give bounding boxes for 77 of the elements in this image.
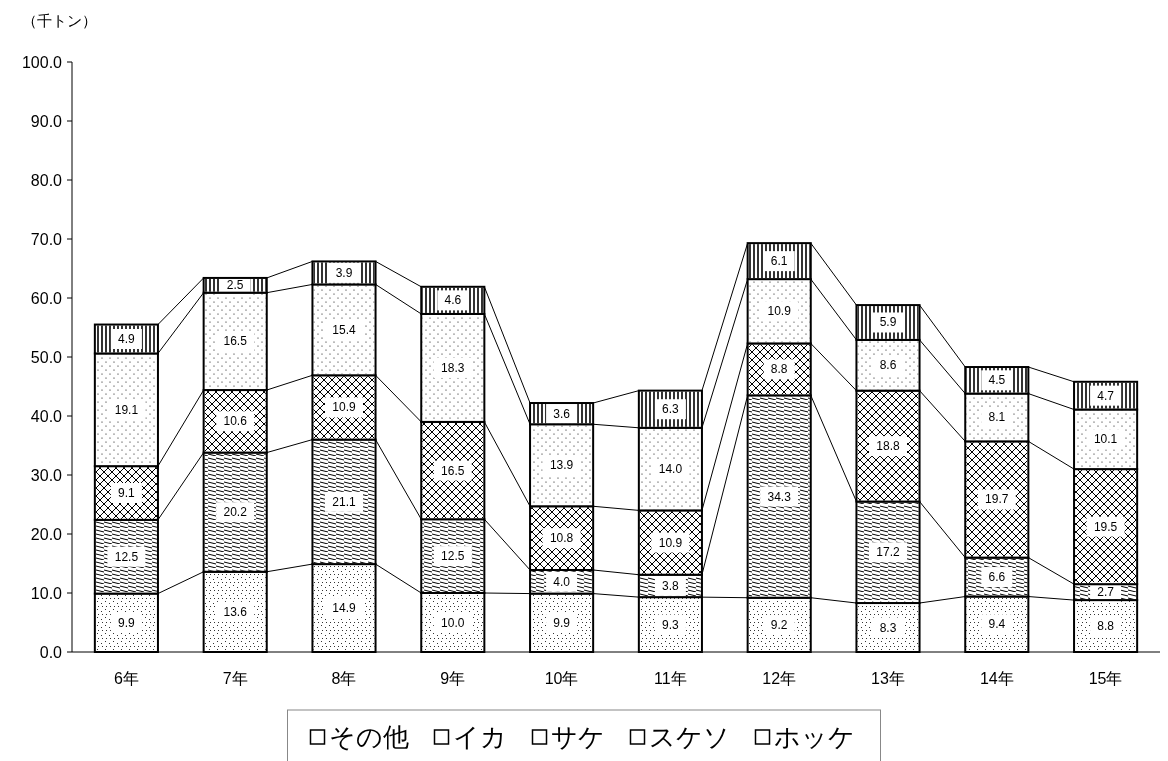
data-label: 10.1: [1093, 432, 1118, 447]
data-label: 3.6: [553, 406, 571, 421]
data-label: 16.5: [223, 334, 248, 349]
x-tick-label: 11年: [654, 670, 687, 687]
data-label: 6.3: [662, 402, 680, 417]
data-label: 19.1: [114, 402, 139, 417]
data-label: 17.2: [876, 545, 900, 560]
y-tick-label: 20.0: [30, 526, 63, 543]
legend-label: ホッケ: [773, 722, 855, 752]
data-label: 16.5: [441, 463, 465, 478]
y-tick-label: 0.0: [39, 644, 63, 661]
y-tick-label: 70.0: [30, 231, 63, 248]
data-label: 14.9: [332, 601, 356, 616]
y-tick-label: 30.0: [30, 467, 63, 484]
legend-label: イカ: [452, 722, 507, 752]
data-label: 34.3: [767, 489, 792, 504]
data-label: 10.0: [441, 615, 465, 630]
data-label: 9.4: [988, 617, 1006, 632]
data-label: 13.6: [223, 604, 248, 619]
data-label: 10.8: [549, 531, 574, 546]
data-label: 18.8: [876, 439, 900, 454]
data-label: 14.0: [658, 462, 683, 477]
data-label: 19.7: [985, 492, 1009, 507]
data-label: 8.8: [1097, 619, 1115, 634]
data-label: 13.9: [549, 458, 574, 473]
x-tick-label: 15年: [1088, 670, 1123, 687]
data-label: 8.3: [879, 620, 897, 635]
y-tick-label: 90.0: [30, 113, 63, 130]
y-tick-label: 80.0: [30, 172, 63, 189]
y-axis-title: （千トン）: [22, 12, 97, 29]
data-label: 20.2: [223, 505, 248, 520]
x-tick-label: 6年: [113, 670, 139, 687]
data-label: 12.5: [441, 549, 465, 564]
data-label: 3.8: [662, 578, 680, 593]
data-label: 9.9: [118, 615, 136, 630]
data-label: 4.7: [1097, 388, 1115, 403]
data-label: 9.1: [118, 485, 136, 500]
data-label: 4.5: [988, 373, 1006, 388]
data-label: 3.9: [335, 265, 353, 280]
data-label: 12.5: [114, 549, 139, 564]
data-label: 8.6: [879, 358, 897, 373]
data-label: 8.8: [770, 362, 788, 377]
data-label: 10.9: [658, 535, 683, 550]
data-label: 21.1: [332, 494, 356, 509]
x-tick-label: 10年: [544, 670, 579, 687]
legend-label: その他: [328, 722, 409, 752]
data-label: 5.9: [879, 315, 897, 330]
data-label: 10.6: [223, 414, 248, 429]
data-label: 4.6: [444, 293, 462, 308]
y-tick-label: 50.0: [30, 349, 63, 366]
data-label: 9.3: [662, 617, 680, 632]
data-label: 10.9: [767, 304, 792, 319]
data-label: 4.9: [118, 332, 136, 347]
x-tick-label: 8年: [331, 670, 357, 687]
legend-label: スケソ: [648, 722, 730, 752]
data-label: 2.7: [1097, 585, 1115, 600]
y-tick-label: 100.0: [21, 54, 63, 71]
x-tick-label: 12年: [762, 670, 797, 687]
legend-label: サケ: [550, 722, 605, 752]
data-label: 4.0: [553, 574, 571, 589]
data-label: 10.9: [332, 400, 356, 415]
data-label: 15.4: [332, 322, 356, 337]
y-tick-label: 60.0: [30, 290, 63, 307]
data-label: 9.2: [770, 617, 788, 632]
data-label: 2.5: [226, 278, 244, 293]
y-tick-label: 10.0: [30, 585, 63, 602]
x-tick-label: 9年: [440, 670, 466, 687]
data-label: 9.9: [553, 615, 571, 630]
y-tick-label: 40.0: [30, 408, 63, 425]
data-label: 19.5: [1093, 519, 1118, 534]
x-tick-label: 7年: [222, 670, 248, 687]
data-label: 6.1: [770, 254, 788, 269]
data-label: 18.3: [441, 360, 465, 375]
x-tick-label: 14年: [979, 670, 1014, 687]
x-tick-label: 13年: [871, 670, 905, 687]
data-label: 6.6: [988, 570, 1006, 585]
data-label: 8.1: [988, 410, 1006, 425]
